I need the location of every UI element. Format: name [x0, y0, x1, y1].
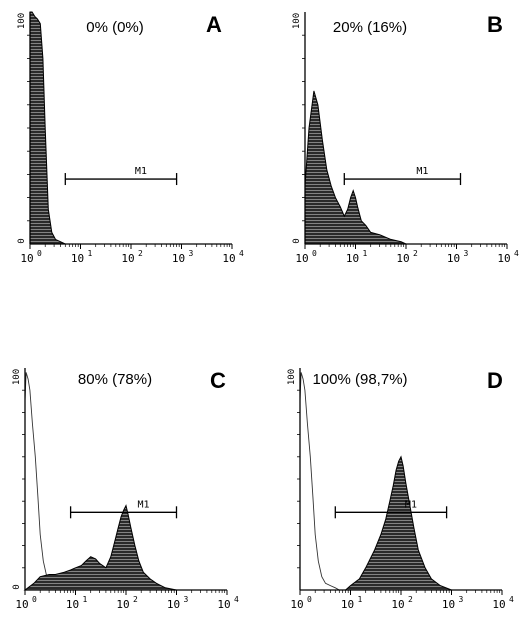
x-tick-label: 10 — [492, 598, 505, 611]
x-tick-exponent: 4 — [239, 249, 244, 258]
x-tick-label: 10 — [20, 252, 33, 265]
percentage-annotation: 0% (0%) — [86, 19, 144, 36]
percentage-annotation: 100% (98,7%) — [312, 371, 407, 388]
histogram-filled-series — [23, 504, 177, 591]
x-tick-label: 10 — [346, 252, 359, 265]
x-tick-exponent: 3 — [464, 249, 469, 258]
x-tick-label: 10 — [121, 252, 134, 265]
x-tick-exponent: 3 — [184, 595, 189, 604]
x-tick-label: 10 — [116, 598, 129, 611]
panel-letter: A — [206, 12, 222, 37]
x-tick-label: 10 — [295, 252, 308, 265]
x-tick-exponent: 4 — [514, 249, 519, 258]
y-tick-label: 0 — [17, 238, 27, 243]
x-tick-exponent: 3 — [459, 595, 464, 604]
x-tick-exponent: 2 — [138, 249, 143, 258]
histogram-outline-series — [299, 372, 340, 591]
x-tick-exponent: 2 — [408, 595, 413, 604]
y-tick-label: 100 — [17, 13, 27, 29]
x-tick-label: 10 — [217, 598, 230, 611]
x-tick-exponent: 1 — [83, 595, 88, 604]
x-tick-label: 10 — [167, 598, 180, 611]
gate-marker-label: M1 — [416, 166, 428, 177]
panel-letter: B — [487, 12, 503, 37]
y-tick-label: 0 — [12, 584, 22, 589]
y-tick-label: 100 — [287, 369, 297, 385]
x-tick-exponent: 1 — [363, 249, 368, 258]
x-tick-label: 10 — [15, 598, 28, 611]
x-tick-exponent: 0 — [32, 595, 37, 604]
x-tick-label: 10 — [71, 252, 84, 265]
x-tick-exponent: 2 — [413, 249, 418, 258]
x-tick-label: 10 — [497, 252, 510, 265]
histogram-filled-series — [29, 11, 66, 245]
x-tick-exponent: 0 — [312, 249, 317, 258]
x-tick-exponent: 1 — [358, 595, 363, 604]
x-tick-label: 10 — [222, 252, 235, 265]
x-tick-label: 10 — [290, 598, 303, 611]
x-tick-exponent: 0 — [307, 595, 312, 604]
x-tick-label: 10 — [442, 598, 455, 611]
x-tick-label: 10 — [447, 252, 460, 265]
x-tick-exponent: 1 — [88, 249, 93, 258]
percentage-annotation: 80% (78%) — [78, 371, 152, 388]
y-tick-label: 100 — [12, 369, 22, 385]
x-tick-exponent: 3 — [189, 249, 194, 258]
histogram-outline-series — [24, 372, 65, 591]
x-tick-label: 10 — [66, 598, 79, 611]
gate-marker-label: M1 — [405, 499, 417, 510]
gate-marker-label: M1 — [135, 166, 147, 177]
x-tick-exponent: 2 — [133, 595, 138, 604]
y-tick-label: 100 — [292, 13, 302, 29]
histogram-filled-series — [304, 90, 407, 245]
x-tick-exponent: 4 — [509, 595, 514, 604]
y-tick-label: 0 — [292, 238, 302, 243]
histogram-filled-series — [344, 455, 452, 591]
panel-letter: D — [487, 368, 503, 393]
gate-marker-label: M1 — [138, 499, 150, 510]
x-tick-label: 10 — [341, 598, 354, 611]
x-tick-label: 10 — [391, 598, 404, 611]
percentage-annotation: 20% (16%) — [333, 19, 407, 36]
x-tick-exponent: 4 — [234, 595, 239, 604]
x-tick-exponent: 0 — [37, 249, 42, 258]
x-tick-label: 10 — [172, 252, 185, 265]
x-tick-label: 10 — [396, 252, 409, 265]
panel-letter: C — [210, 368, 226, 393]
